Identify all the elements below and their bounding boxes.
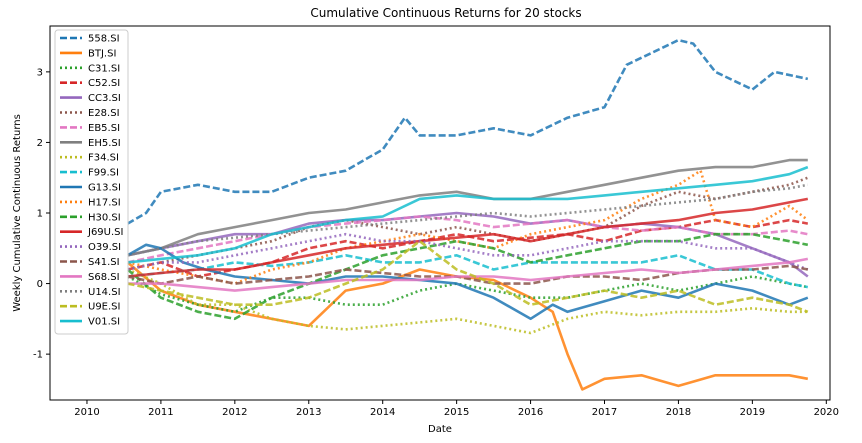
y-tick-label: 2 <box>37 138 43 149</box>
series-line-u9e-si <box>127 239 809 314</box>
legend-label-h30-si: H30.SI <box>88 212 121 223</box>
x-tick-label: 2019 <box>740 407 765 418</box>
legend-label-eh5-si: EH5.SI <box>88 138 121 149</box>
series-line-558-si <box>126 38 809 225</box>
x-tick-label: 2011 <box>148 407 173 418</box>
legend-label-eb5-si: EB5.SI <box>88 123 120 134</box>
x-axis-label: Date <box>428 424 452 435</box>
legend-label-u14-si: U14.SI <box>88 287 121 298</box>
legend-label-f34-si: F34.SI <box>88 153 119 164</box>
legend-label-btj-si: BTJ.SI <box>88 48 116 59</box>
series-line-g13-si <box>126 243 809 321</box>
series-line-u14-si <box>127 183 809 257</box>
x-tick-label: 2018 <box>666 407 691 418</box>
legend-label-s41-si: S41.SI <box>88 257 120 268</box>
x-tick-label: 2010 <box>74 407 99 418</box>
x-axis: 2010 2011 2012 2013 2014 2015 2016 2017 2018 2019… <box>74 400 839 418</box>
x-tick-label: 2017 <box>592 407 617 418</box>
legend-label-e28-si: E28.SI <box>88 108 120 119</box>
series-line-f99-si <box>127 254 809 289</box>
legend-label-j69u-si: J69U.SI <box>87 227 123 238</box>
legend-label-f99-si: F99.SI <box>88 168 119 179</box>
legend-label-u9e-si: U9E.SI <box>88 302 120 313</box>
plot-area <box>126 38 809 391</box>
series-line-c52-si <box>127 218 809 278</box>
legend-label-c31-si: C31.SI <box>88 63 120 74</box>
series-line-eb5-si <box>127 215 809 264</box>
legend-box <box>54 29 129 335</box>
y-tick-label: -1 <box>33 350 43 361</box>
x-tick-label: 2014 <box>370 407 395 418</box>
x-tick-label: 2013 <box>296 407 321 418</box>
legend-label-o39-si: O39.SI <box>88 242 121 253</box>
legend-label-c52-si: C52.SI <box>88 78 120 89</box>
series-line-eh5-si <box>127 158 808 257</box>
series-line-c31-si <box>126 275 809 314</box>
series-line-f34-si <box>127 268 808 335</box>
x-tick-label: 2020 <box>814 407 839 418</box>
y-axis-label: Weekly Cumulative Continuous Returns <box>12 114 23 312</box>
chart-title: Cumulative Continuous Returns for 20 sto… <box>310 6 581 20</box>
legend-label-v01-si: V01.SI <box>88 317 120 328</box>
series-line-v01-si <box>127 165 809 264</box>
series-line-h30-si <box>126 232 809 321</box>
series-line-s41-si <box>127 264 809 285</box>
x-tick-label: 2015 <box>444 407 469 418</box>
x-tick-label: 2016 <box>518 407 543 418</box>
y-tick-label: 0 <box>37 279 43 290</box>
legend-label-s68-si: S68.SI <box>88 272 120 283</box>
y-tick-label: 1 <box>37 209 43 220</box>
series-line-btj-si <box>126 261 809 391</box>
x-tick-label: 2012 <box>222 407 247 418</box>
y-tick-label: 3 <box>37 67 43 78</box>
legend-label-g13-si: G13.SI <box>88 183 121 194</box>
y-axis: -1 0 1 2 3 <box>33 67 50 361</box>
legend-label-h17-si: H17.SI <box>88 197 121 208</box>
legend-label-558-si: 558.SI <box>88 34 120 45</box>
legend: 558.SI BTJ.SI C31.SI C52.SI CC3.SI E28.SI EB5.… <box>54 29 129 335</box>
series-line-j69u-si <box>127 197 809 278</box>
legend-label-cc3-si: CC3.SI <box>88 93 121 104</box>
